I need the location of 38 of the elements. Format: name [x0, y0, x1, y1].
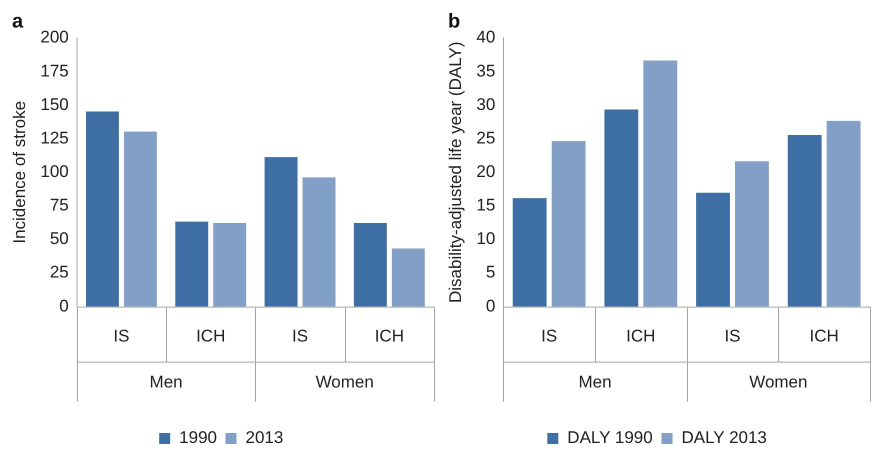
y-tick-label: 100 — [40, 162, 69, 181]
x-tick-label: ICH — [626, 326, 656, 346]
x-tick-label: IS — [113, 326, 130, 346]
y-tick-label: 175 — [40, 61, 69, 80]
text: Women — [316, 372, 374, 392]
x-tick-label: ICH — [374, 326, 404, 346]
x-tick-label: IS — [292, 326, 308, 346]
x-tick-label: ICH — [196, 326, 226, 346]
y-axis-title: Disability-adjusted life year (DALY) — [446, 42, 465, 304]
y-tick-label: 30 — [476, 94, 496, 114]
y-tick-label: 200 — [40, 28, 69, 47]
legend-label: DALY 2013 — [682, 428, 767, 448]
x-tick-label: IS — [541, 326, 558, 346]
y-tick-label: 25 — [50, 262, 69, 282]
chart-title: b — [448, 10, 460, 33]
y-tick-label: 125 — [40, 128, 69, 148]
y-tick-label: 35 — [476, 61, 496, 80]
text: Men — [150, 372, 183, 392]
y-tick-label: 0 — [59, 296, 69, 316]
x-tick-label: IS — [724, 326, 741, 346]
text: Men — [578, 372, 612, 392]
y-tick-label: 15 — [476, 196, 496, 215]
y-tick-label: 40 — [476, 28, 496, 47]
chart-title: a — [12, 10, 24, 33]
y-axis-title: Incidence of stroke — [10, 100, 29, 244]
y-tick-label: 50 — [50, 229, 69, 248]
y-tick-label: 25 — [476, 128, 496, 148]
legend-label: 1990 — [179, 428, 218, 448]
text: Women — [749, 372, 808, 392]
y-tick-label: 75 — [50, 196, 69, 215]
y-tick-label: 150 — [40, 94, 69, 114]
y-tick-label: 10 — [476, 229, 496, 248]
y-tick-label: 20 — [476, 162, 496, 181]
y-tick-label: 0 — [486, 296, 496, 316]
y-tick-label: 5 — [486, 262, 496, 282]
legend-label: DALY 1990 — [567, 428, 653, 448]
x-tick-label: ICH — [810, 326, 839, 346]
legend-label: 2013 — [246, 428, 284, 448]
